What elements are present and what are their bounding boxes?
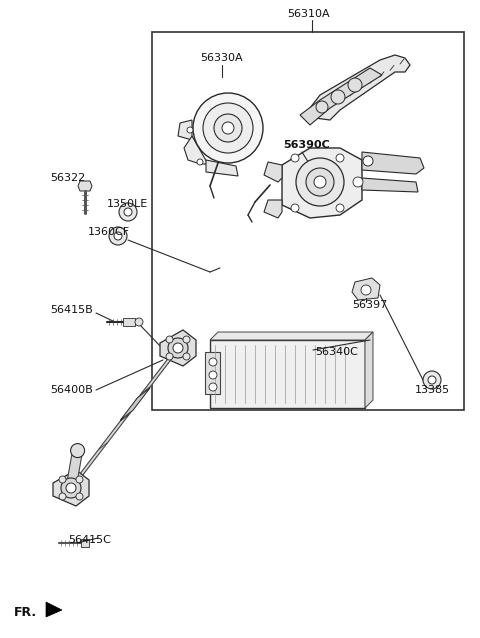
Circle shape [183, 336, 190, 343]
Polygon shape [264, 200, 282, 218]
Circle shape [187, 127, 193, 133]
Polygon shape [206, 160, 238, 176]
Bar [152, 32, 464, 410]
Text: 56340C: 56340C [315, 347, 358, 357]
Polygon shape [46, 602, 62, 617]
Circle shape [291, 204, 299, 212]
Circle shape [168, 338, 188, 358]
Text: 56390C: 56390C [283, 140, 330, 150]
Polygon shape [78, 181, 92, 191]
Text: 56397: 56397 [352, 300, 387, 310]
Circle shape [59, 493, 66, 500]
Circle shape [348, 78, 362, 92]
Polygon shape [184, 136, 208, 164]
Polygon shape [66, 345, 183, 492]
Circle shape [209, 383, 217, 391]
Text: 13385: 13385 [415, 385, 450, 395]
Circle shape [173, 343, 183, 353]
Circle shape [209, 371, 217, 379]
Text: 56415C: 56415C [68, 535, 111, 545]
Circle shape [197, 159, 203, 165]
Circle shape [166, 353, 173, 360]
Polygon shape [310, 55, 410, 120]
Polygon shape [81, 539, 89, 547]
Polygon shape [120, 388, 150, 420]
Text: 56400B: 56400B [50, 385, 93, 395]
Circle shape [114, 232, 122, 240]
Polygon shape [210, 332, 373, 340]
Circle shape [193, 93, 263, 163]
Circle shape [428, 376, 436, 384]
Polygon shape [123, 318, 135, 326]
Circle shape [331, 90, 345, 104]
Circle shape [363, 156, 373, 166]
Polygon shape [53, 470, 89, 506]
Circle shape [361, 285, 371, 295]
Circle shape [336, 154, 344, 162]
Polygon shape [282, 148, 362, 218]
Circle shape [291, 154, 299, 162]
Text: 56310A: 56310A [287, 9, 329, 19]
Text: 56415B: 56415B [50, 305, 93, 315]
Circle shape [76, 493, 83, 500]
Polygon shape [365, 332, 373, 408]
Polygon shape [264, 162, 282, 182]
Circle shape [423, 371, 441, 389]
Polygon shape [66, 450, 83, 489]
Circle shape [166, 336, 173, 343]
Circle shape [209, 358, 217, 366]
Circle shape [336, 204, 344, 212]
Circle shape [316, 101, 328, 113]
Polygon shape [352, 278, 380, 300]
Text: FR.: FR. [14, 605, 37, 618]
Circle shape [124, 208, 132, 216]
Circle shape [203, 103, 253, 153]
Bar [205, 352, 220, 394]
Circle shape [71, 443, 84, 457]
Circle shape [135, 318, 143, 326]
Bar [210, 340, 365, 408]
Circle shape [222, 122, 234, 134]
Polygon shape [362, 178, 418, 192]
Polygon shape [160, 330, 196, 366]
Text: 1360CF: 1360CF [88, 227, 130, 237]
Polygon shape [300, 68, 382, 125]
Circle shape [296, 158, 344, 206]
Circle shape [183, 353, 190, 360]
Circle shape [66, 483, 76, 493]
Circle shape [59, 476, 66, 483]
Polygon shape [362, 152, 424, 174]
Circle shape [76, 476, 83, 483]
Circle shape [353, 177, 363, 187]
Text: 56322: 56322 [50, 173, 85, 183]
Text: 1350LE: 1350LE [107, 199, 148, 209]
Circle shape [61, 478, 81, 498]
Text: 56330A: 56330A [200, 53, 242, 63]
Circle shape [314, 176, 326, 188]
Circle shape [306, 168, 334, 196]
Circle shape [109, 227, 127, 245]
Polygon shape [178, 120, 192, 140]
Circle shape [214, 114, 242, 142]
Circle shape [119, 203, 137, 221]
